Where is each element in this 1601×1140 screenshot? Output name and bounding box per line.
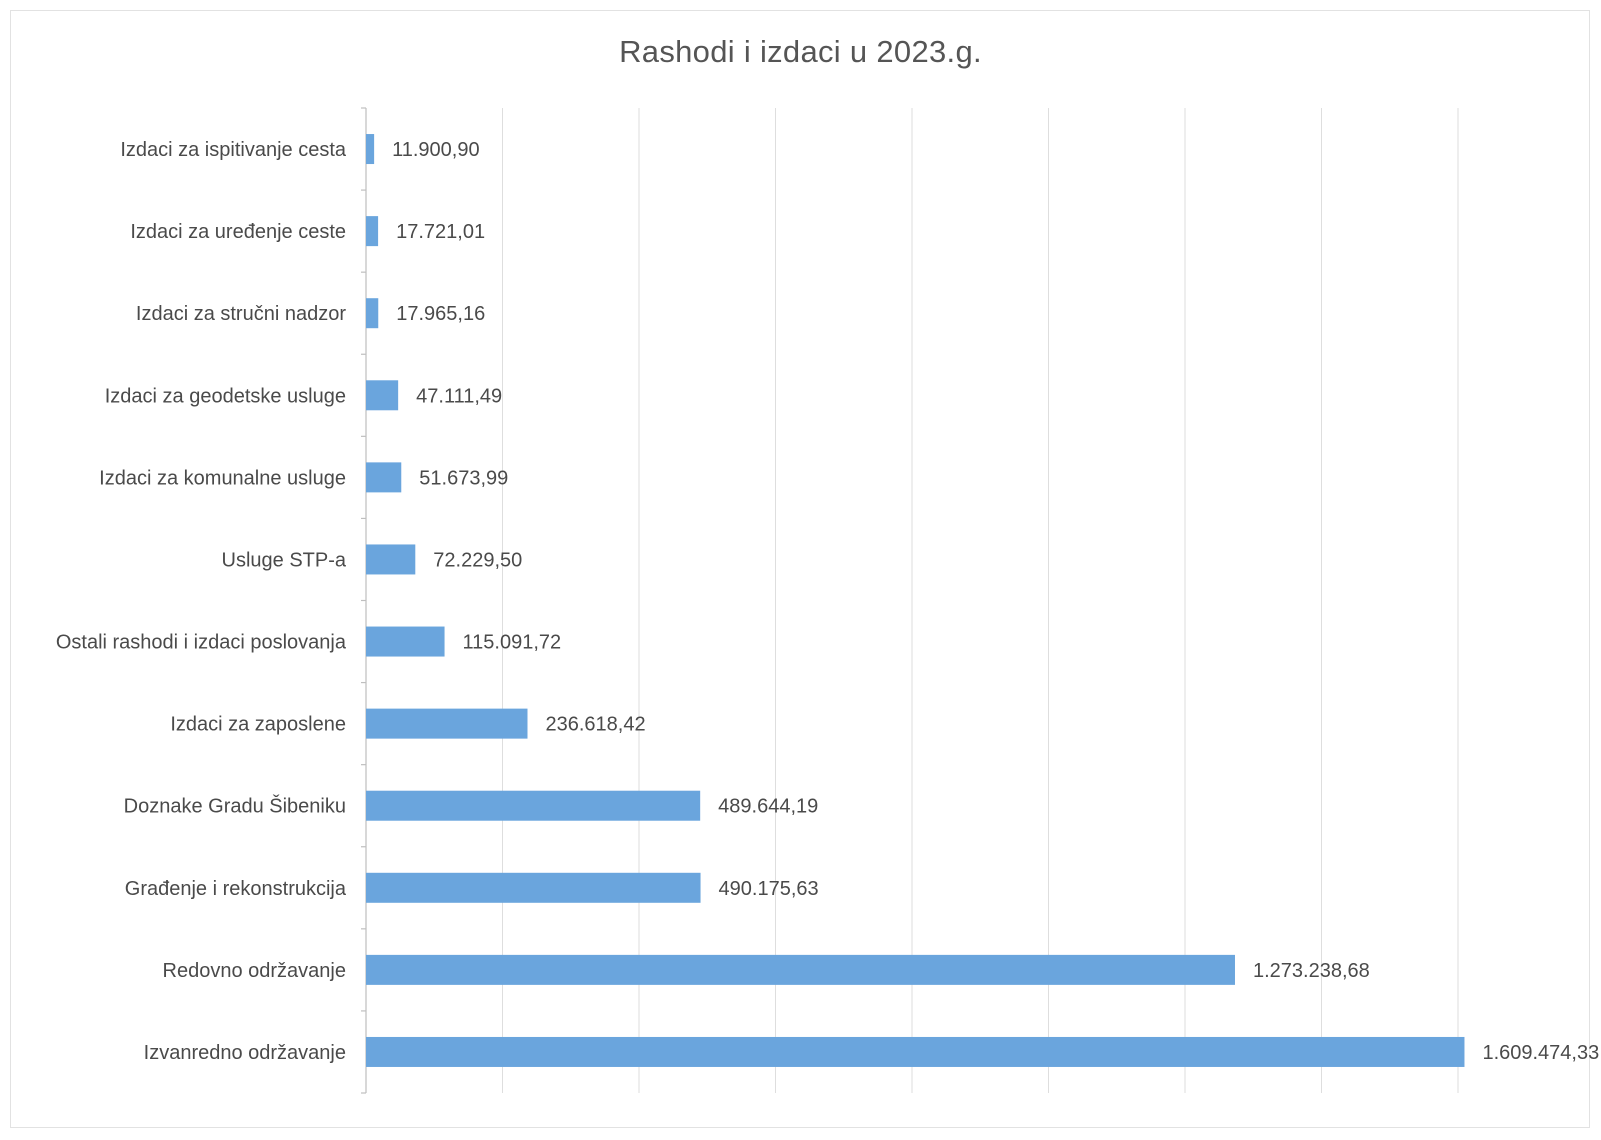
bar-1 <box>366 134 375 165</box>
labels: Izdaci za ispitivanje cesta 11.900,90 Izda… <box>56 139 1599 1064</box>
category-label: Usluge STP-a <box>222 549 347 571</box>
chart-frame <box>10 10 1590 1128</box>
value-label: 1.609.474,33 <box>1482 1042 1599 1064</box>
value-label: 490.175,63 <box>719 878 819 900</box>
category-label: Izdaci za ispitivanje cesta <box>120 139 347 161</box>
category-label: Izdaci za uređenje ceste <box>130 221 346 243</box>
category-label: Izdaci za zaposlene <box>170 714 346 736</box>
value-label: 1.273.238,68 <box>1253 960 1370 982</box>
value-label: 489.644,19 <box>718 796 818 818</box>
value-label: 236.618,42 <box>545 714 645 736</box>
value-label: 17.721,01 <box>396 221 485 243</box>
bar-7 <box>366 626 445 657</box>
category-label: Doznake Gradu Šibeniku <box>124 795 346 818</box>
value-label: 11.900,90 <box>392 139 480 161</box>
category-label: Izdaci za komunalne usluge <box>99 467 346 489</box>
category-label: Izvanredno održavanje <box>144 1042 346 1064</box>
bar-11 <box>366 954 1235 985</box>
value-label: 47.111,49 <box>416 385 502 407</box>
bar-6 <box>366 544 416 575</box>
category-label: Ostali rashodi i izdaci poslovanja <box>56 632 347 654</box>
category-label: Izdaci za stručni nadzor <box>136 303 346 325</box>
bar-4 <box>366 380 399 411</box>
bar-2 <box>366 216 379 247</box>
bars <box>366 134 1465 1067</box>
bar-12 <box>366 1036 1465 1067</box>
bar-5 <box>366 462 402 493</box>
gridlines <box>361 107 1459 1094</box>
bar-8 <box>366 708 528 739</box>
bar-3 <box>366 298 379 329</box>
category-label: Građenje i rekonstrukcija <box>125 878 347 900</box>
bar-9 <box>366 790 701 821</box>
chart-title: Rashodi i izdaci u 2023.g. <box>619 34 982 69</box>
value-label: 115.091,72 <box>463 632 562 654</box>
value-label: 17.965,16 <box>396 303 485 325</box>
value-label: 72.229,50 <box>433 549 522 571</box>
value-label: 51.673,99 <box>419 467 508 489</box>
category-label: Redovno održavanje <box>163 960 346 982</box>
bar-10 <box>366 872 701 903</box>
category-label: Izdaci za geodetske usluge <box>105 385 346 407</box>
